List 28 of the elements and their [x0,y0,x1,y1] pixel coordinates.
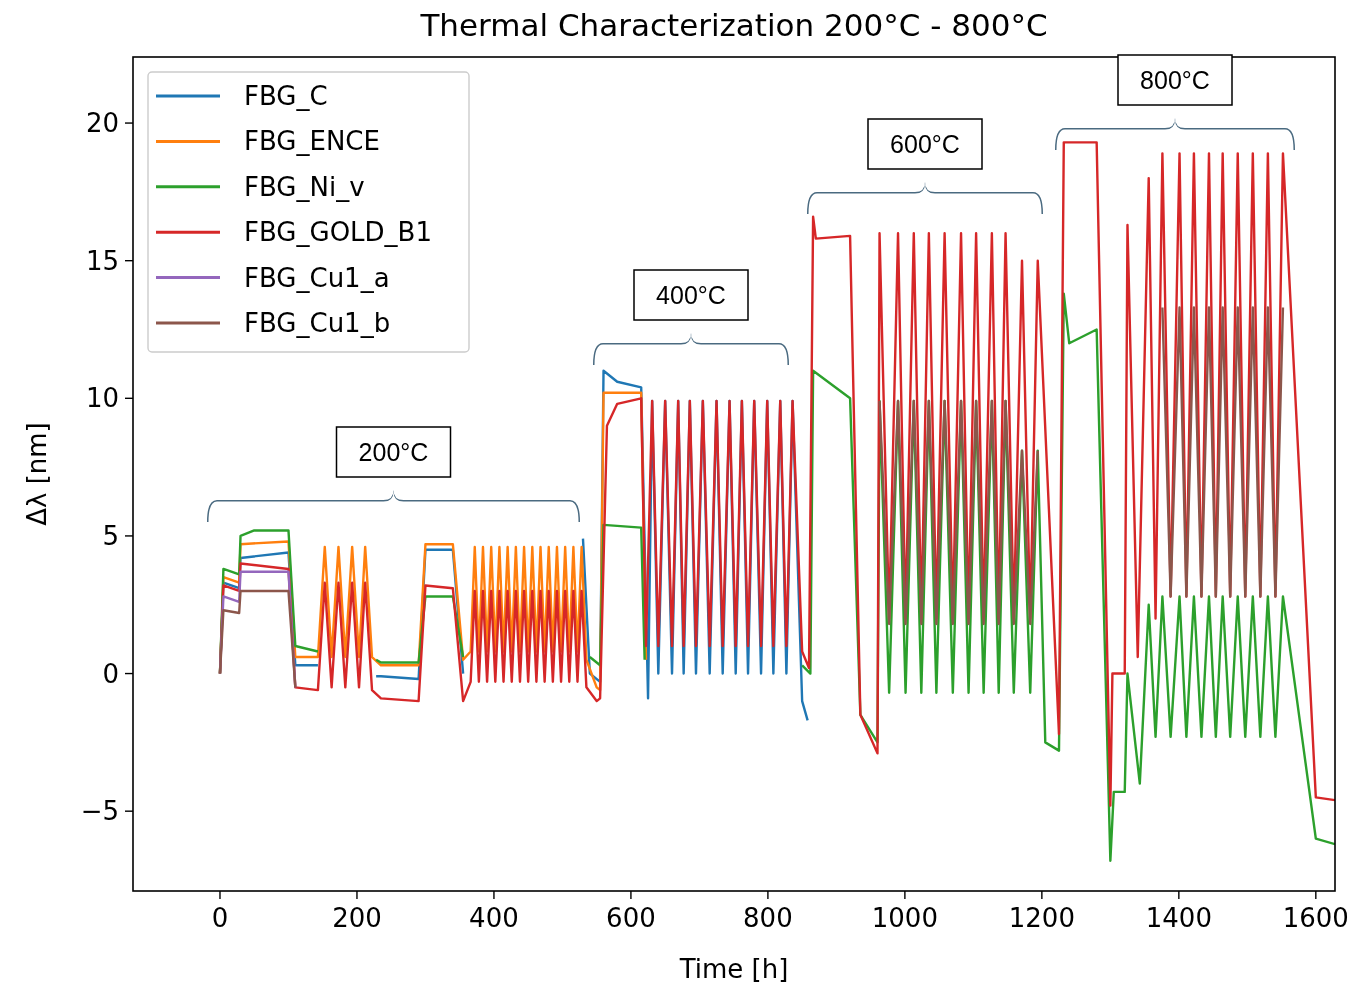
y-tick-label: 15 [85,245,119,276]
x-tick-label: 600 [606,903,656,933]
x-tick-label: 800 [743,903,793,933]
x-tick-label: 1600 [1282,903,1349,933]
legend-label: FBG_GOLD_B1 [244,217,432,248]
annotation: 200°C [358,438,429,466]
y-tick-label: 0 [102,658,119,689]
x-axis-title: Time [h] [678,954,789,984]
y-tick-label: 20 [85,108,119,139]
annotation: 400°C [656,281,726,309]
x-tick-label: 0 [211,903,229,933]
x-tick-label: 1400 [1145,903,1212,933]
annotation: 600°C [890,130,960,158]
chart-title: Thermal Characterization 200°C - 800°C [419,7,1048,43]
y-axis-title: Δλ [nm] [22,422,52,526]
legend-label: FBG_Ni_v [244,171,365,202]
x-tick-label: 400 [469,903,519,933]
legend-label: FBG_Cu1_b [244,308,391,338]
x-tick-label: 200 [332,903,382,933]
legend-label: FBG_C [244,81,328,111]
y-tick-label: 5 [102,520,119,551]
x-tick-label: 1000 [871,903,938,933]
y-tick-label: −5 [80,796,119,827]
x-tick-label: 1200 [1008,903,1075,933]
y-tick-label: 10 [85,383,119,414]
annotation: 800°C [1140,66,1210,94]
legend-label: FBG_ENCE [244,126,380,157]
legend-label: FBG_Cu1_a [244,262,390,293]
